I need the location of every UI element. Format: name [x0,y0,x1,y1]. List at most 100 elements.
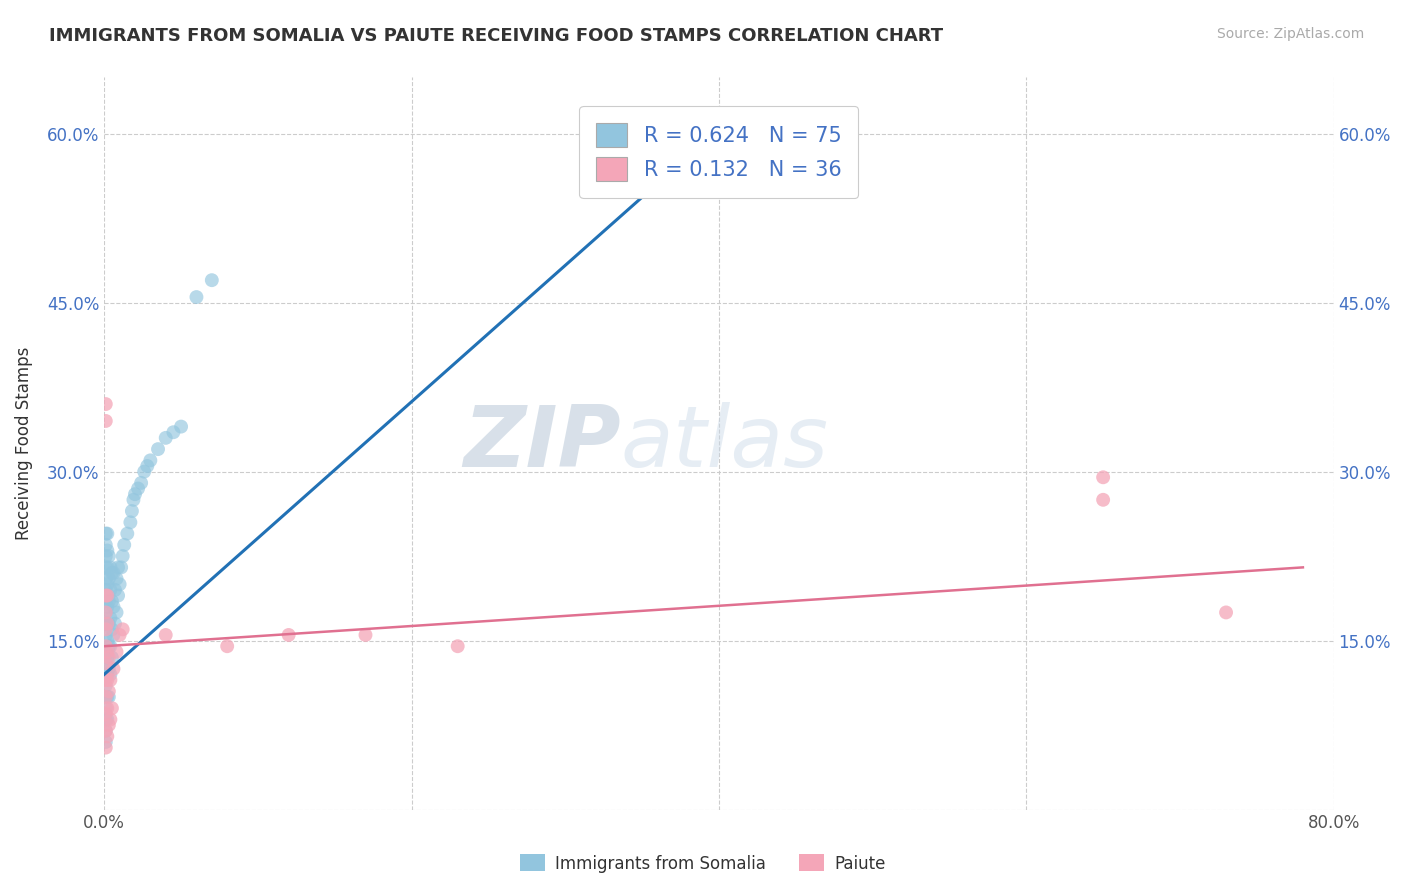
Point [122,492,145,507]
Point [100,673,122,687]
Point [94,706,117,721]
Point [129,475,152,490]
Point [97,594,120,608]
Point [112,538,135,552]
Point [146,442,169,456]
Point [101,701,124,715]
Point [100,639,122,653]
Point [94,735,117,749]
Point [111,623,134,637]
Point [155,431,177,445]
Point [96,616,118,631]
Point [94,690,117,704]
Point [94,713,117,727]
Point [120,516,142,530]
Point [97,616,120,631]
Point [94,606,117,620]
Point [134,465,156,479]
Point [117,526,139,541]
Point [96,616,118,631]
Point [101,566,124,580]
Point [96,560,118,574]
Point [94,572,117,586]
Point [105,572,128,586]
Point [110,560,132,574]
Point [94,560,117,574]
Point [96,633,118,648]
Point [136,458,159,473]
Point [94,667,117,681]
Point [96,729,118,743]
Point [94,623,117,637]
Point [94,679,117,693]
Point [105,645,128,659]
Point [96,543,118,558]
Point [96,577,118,591]
Point [96,645,118,659]
Point [96,701,118,715]
Point [105,606,128,620]
Point [97,662,120,676]
Point [97,684,120,698]
Point [94,645,117,659]
Point [94,549,117,563]
Point [354,628,377,642]
Point [100,713,122,727]
Point [101,650,124,665]
Point [94,526,117,541]
Point [94,616,117,631]
Point [96,690,118,704]
Point [107,589,129,603]
Point [96,526,118,541]
Point [96,667,118,681]
Point [97,718,120,732]
Point [277,628,299,642]
Point [94,690,117,704]
Point [94,582,117,597]
Point [170,419,193,434]
Text: Source: ZipAtlas.com: Source: ZipAtlas.com [1216,27,1364,41]
Point [94,594,117,608]
Point [217,639,239,653]
Point [139,453,162,467]
Point [97,650,120,665]
Point [104,582,127,597]
Point [100,560,122,574]
Point [121,504,143,518]
Legend: R = 0.624   N = 75, R = 0.132   N = 36: R = 0.624 N = 75, R = 0.132 N = 36 [579,106,859,198]
Point [94,606,117,620]
Point [124,487,146,501]
Text: IMMIGRANTS FROM SOMALIA VS PAIUTE RECEIVING FOOD STAMPS CORRELATION CHART: IMMIGRANTS FROM SOMALIA VS PAIUTE RECEIV… [49,27,943,45]
Point [94,723,117,738]
Point [108,577,131,591]
Point [108,628,131,642]
Point [1092,492,1115,507]
Point [447,639,470,653]
Point [100,582,122,597]
Point [100,667,122,681]
Point [96,599,118,614]
Point [94,538,117,552]
Point [94,589,117,603]
Point [97,549,120,563]
Point [94,414,117,428]
Point [127,482,149,496]
Point [94,723,117,738]
Point [155,628,177,642]
Point [94,397,117,411]
Point [97,639,120,653]
Point [103,599,125,614]
Point [94,740,117,755]
Point [97,572,120,586]
Point [100,611,122,625]
Point [1092,470,1115,484]
Point [96,673,118,687]
Point [107,560,129,574]
Point [94,673,117,687]
Y-axis label: Receiving Food Stamps: Receiving Food Stamps [15,347,32,541]
Point [1215,606,1237,620]
Point [103,628,125,642]
Point [94,628,117,642]
Point [104,616,127,631]
Point [103,566,125,580]
